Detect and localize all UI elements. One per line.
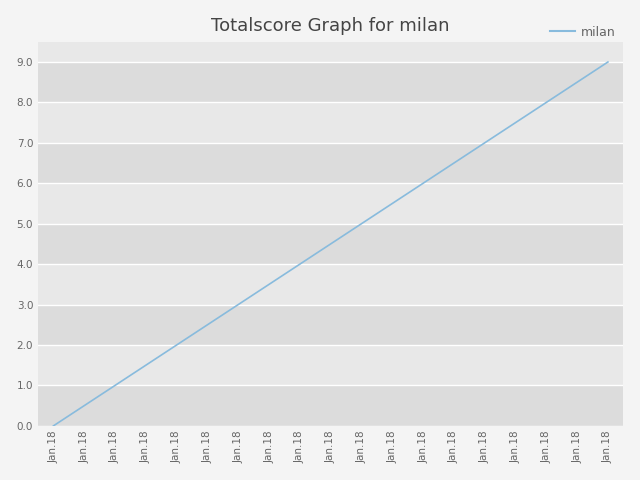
- Bar: [38, 224, 623, 264]
- milan: [234, 302, 242, 308]
- milan: [111, 383, 119, 388]
- Bar: [38, 305, 623, 345]
- milan: [81, 403, 88, 408]
- milan: [450, 160, 458, 166]
- milan: [573, 79, 581, 85]
- milan: [49, 423, 57, 429]
- milan: [204, 322, 211, 328]
- Legend: milan: milan: [545, 21, 621, 44]
- milan: [142, 362, 150, 368]
- milan: [604, 59, 612, 65]
- milan: [358, 221, 365, 227]
- milan: [511, 120, 519, 125]
- Bar: [38, 62, 623, 102]
- Bar: [38, 143, 623, 183]
- milan: [173, 342, 180, 348]
- Title: Totalscore Graph for milan: Totalscore Graph for milan: [211, 17, 450, 35]
- Bar: [38, 385, 623, 426]
- milan: [327, 241, 335, 247]
- milan: [296, 261, 304, 267]
- milan: [265, 281, 273, 287]
- milan: [419, 180, 427, 186]
- Line: milan: milan: [53, 62, 608, 426]
- milan: [481, 140, 488, 146]
- milan: [543, 99, 550, 105]
- milan: [388, 201, 396, 206]
